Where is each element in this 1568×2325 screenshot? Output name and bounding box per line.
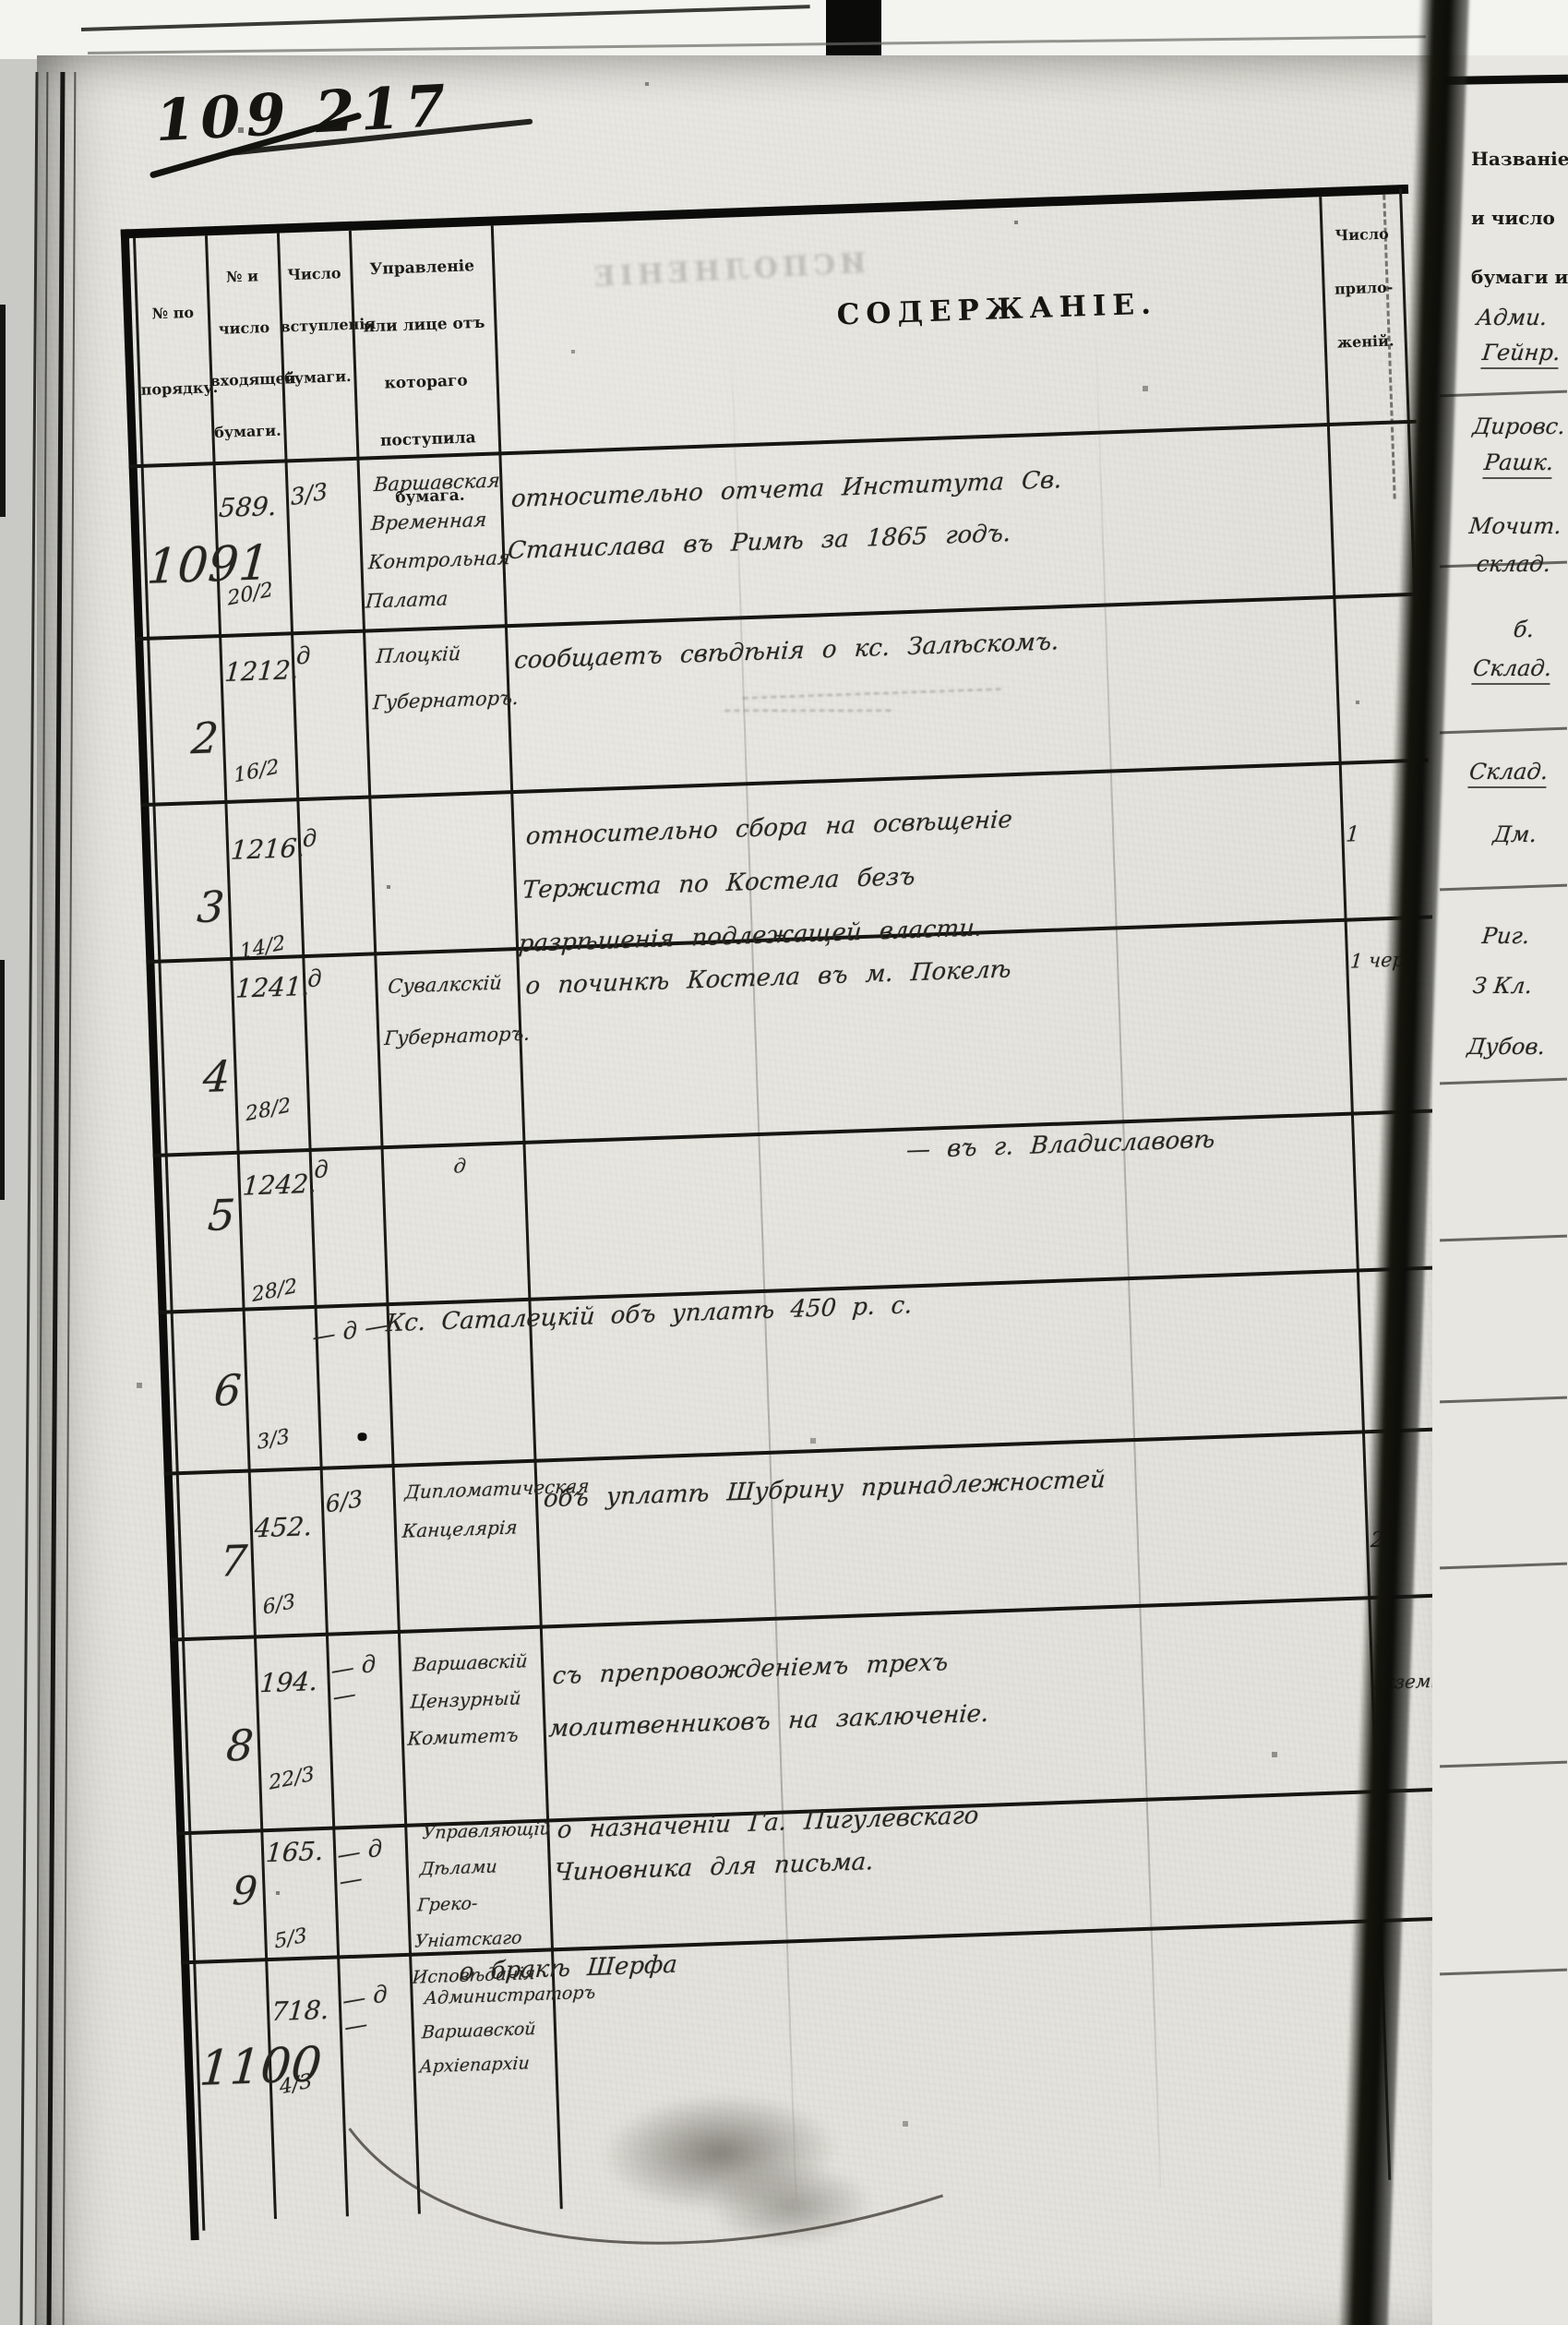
- execution-note-fragment: Рашк.: [1482, 449, 1555, 479]
- faint-ink-scribble: [742, 688, 1001, 700]
- entry-ditto-mark: д: [452, 1155, 467, 1178]
- paper-speckles: [0, 0, 2, 2]
- execution-note-fragment: Дм.: [1491, 821, 1538, 847]
- entry-from: Варшавская Временная Контрольная Палата: [365, 469, 511, 613]
- col-header-order-no: № по порядку.: [140, 303, 219, 399]
- entry-incoming-no: 1242.: [241, 1168, 318, 1202]
- col-header-entry-date: Число вступленія бумаги.: [280, 264, 377, 388]
- scan-edge-mark: [0, 960, 5, 1200]
- entry-from: Дипломатическая Канцелярія: [401, 1474, 591, 1542]
- entry-ditto-mark: — д —: [341, 1980, 389, 2041]
- execution-note-fragment: Дубов.: [1466, 1034, 1547, 1060]
- entry-incoming-no: 589.: [218, 490, 278, 524]
- right-page-column-header: Названіе и число бумаги и: [1471, 129, 1568, 306]
- scan-edge-mark: [0, 305, 6, 517]
- left-page-paper: [37, 55, 1432, 2325]
- entry-content: сообщаетъ свѣдѣнія о кс. Залѣскомъ.: [513, 628, 1060, 676]
- entry-ditto-mark: д: [301, 823, 318, 853]
- entry-from: Администраторъ Варшавской Архіепархіи: [418, 1982, 596, 2078]
- entry-from: Варшавскій Цензурный Комитетъ: [406, 1649, 529, 1750]
- execution-note-fragment: б.: [1512, 617, 1536, 642]
- execution-note-fragment: Гейнр.: [1480, 340, 1562, 369]
- execution-note-fragment: Склад.: [1471, 655, 1553, 685]
- entry-entry-date: 6/3: [324, 1484, 365, 1518]
- entry-order-no: 3: [195, 881, 226, 933]
- col-header-enclosures: Число прило- женій.: [1334, 224, 1394, 352]
- entry-content: объ уплатѣ Шубрину принадлежностей: [542, 1466, 1107, 1514]
- entry-order-no: 2: [189, 713, 221, 764]
- right-page-header-line: и число: [1471, 207, 1555, 229]
- entry-content: о назначеніи Га. Пигулевскаго Чиновника …: [553, 1802, 980, 1888]
- faint-ink-scribble: [724, 709, 892, 712]
- execution-note-fragment: Адми.: [1475, 305, 1549, 330]
- entry-incoming-date: 5/3: [273, 1924, 308, 1954]
- entry-entry-date: 3/3: [289, 477, 329, 511]
- entry-ditto-mark: — д —: [311, 1311, 389, 1351]
- execution-note-fragment: З Кл.: [1471, 973, 1534, 999]
- entry-incoming-no: 1241.: [234, 970, 311, 1004]
- entry-content: относительно отчета Института Св. Станис…: [507, 466, 1063, 566]
- entry-from: Сувалкскій Губернаторъ.: [383, 971, 532, 1050]
- right-page-paper: [1432, 55, 1568, 2325]
- register-table: № по порядку. № и число входящей бумаги.…: [120, 184, 1470, 2250]
- entry-ditto-mark: д: [294, 641, 312, 671]
- entry-ditto-mark: — д —: [329, 1649, 377, 1711]
- execution-note-fragment: Склад.: [1467, 759, 1550, 788]
- entry-ditto-mark: д: [313, 1155, 330, 1184]
- right-page-header-line: Названіе: [1471, 148, 1568, 170]
- entry-incoming-date: 28/2: [250, 1275, 299, 1308]
- execution-note-fragment: Дировс.: [1471, 413, 1567, 439]
- entry-order-no: 4: [201, 1050, 233, 1103]
- entry-content: о бракѣ Шерфа: [458, 1950, 678, 1986]
- entry-incoming-no: 1216.: [230, 832, 306, 866]
- entry-incoming-no: 1212.: [223, 654, 300, 688]
- page-edge-line: [19, 72, 39, 2325]
- execution-note-fragment: Мочит.: [1467, 513, 1563, 539]
- entry-incoming-date: 6/3: [261, 1589, 297, 1620]
- entry-incoming-no: 718.: [269, 1994, 330, 2028]
- entry-from: Плоцкій Губернаторъ.: [372, 641, 520, 714]
- entry-content: о починкѣ Костела въ м. Покелѣ: [524, 955, 1012, 1001]
- right-page-header-line: бумаги и: [1471, 266, 1568, 288]
- execution-note-fragment: Риг.: [1480, 923, 1531, 949]
- entry-order-no: 8: [224, 1720, 256, 1771]
- execution-note-fragment: склад.: [1475, 551, 1552, 577]
- ink-flourish: [348, 2127, 944, 2245]
- entry-content: съ препровожденіемъ трехъ молитвенниковъ…: [547, 1648, 990, 1744]
- col-header-content: СОДЕРЖАНІЕ.: [836, 287, 1158, 332]
- entry-ditto-mark: д: [305, 964, 323, 993]
- entry-ditto-mark: — д —: [336, 1834, 384, 1896]
- bleedthrough-ghost-text: ИСПОЛНЕНІЕ: [589, 246, 868, 294]
- entry-order-no: 9: [231, 1867, 259, 1914]
- entry-incoming-no: 452.: [253, 1511, 314, 1544]
- entry-incoming-date: 3/3: [256, 1424, 292, 1455]
- entry-incoming-no: 165.: [264, 1835, 325, 1869]
- entry-order-no: 6: [212, 1364, 244, 1416]
- entry-content: — въ г. Владиславовѣ: [904, 1125, 1216, 1165]
- entry-incoming-no: 194.: [258, 1666, 319, 1699]
- col-header-incoming-no: № и число входящей бумаги.: [209, 267, 296, 442]
